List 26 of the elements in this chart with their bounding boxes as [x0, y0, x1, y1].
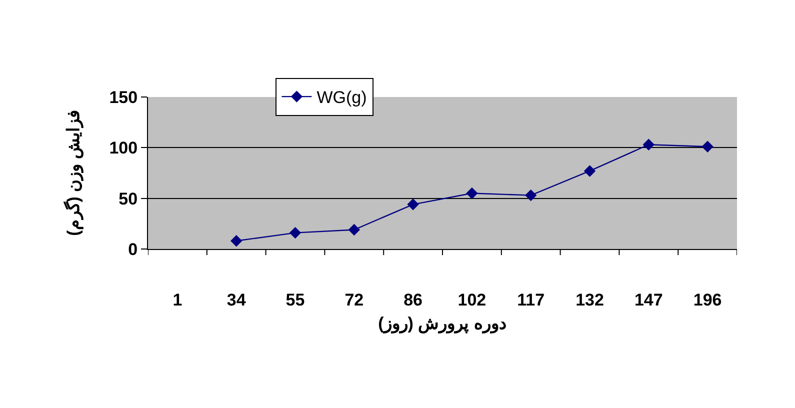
x-tick-label: 72 [344, 290, 364, 310]
x-tick-label: 34 [226, 290, 246, 310]
x-tick-label: 86 [404, 290, 423, 310]
point [642, 138, 654, 150]
point [584, 165, 596, 177]
y-tick-label: 0 [128, 240, 138, 259]
x-tick-label: 132 [576, 290, 604, 310]
x-tick-label: 1 [172, 290, 182, 310]
x-axis-title: دوره پرورش (روز) [378, 314, 507, 334]
point [466, 187, 478, 200]
point [289, 226, 302, 239]
x-tick-label: 102 [458, 290, 486, 310]
x-tick-label: 196 [693, 290, 722, 310]
point [230, 235, 242, 247]
y-axis-title: فزایش وزن (گرم) [62, 110, 84, 236]
point [525, 189, 537, 202]
point [407, 198, 419, 210]
y-tick-label: 50 [118, 189, 138, 208]
y-tick-label: 100 [109, 138, 138, 158]
x-tick-label: 55 [286, 290, 305, 310]
point [702, 140, 714, 152]
point [348, 224, 360, 236]
legend-label: WG(g) [316, 88, 367, 108]
y-tick-label: 150 [109, 88, 138, 107]
x-tick-label: 117 [517, 290, 545, 310]
x-tick-label: 147 [634, 290, 663, 310]
